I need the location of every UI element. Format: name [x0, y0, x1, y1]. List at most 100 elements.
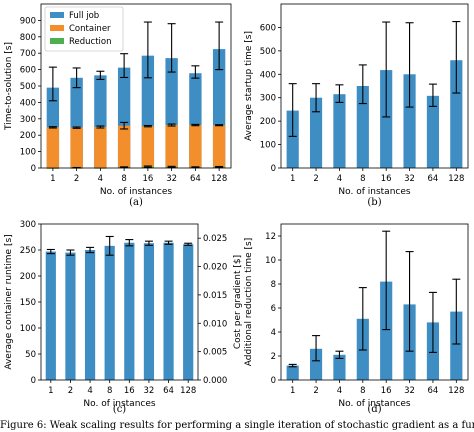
- panel-d-ytick-label: 6: [271, 304, 276, 314]
- panel-b-bar-series: [450, 60, 463, 168]
- panel-c-bar-series: [65, 252, 76, 380]
- panel-a-xtick-label: 4: [98, 174, 103, 184]
- panel-a-xtick-label: 16: [142, 174, 153, 184]
- panel-b-frame: [280, 3, 469, 169]
- panel-c-ytick-label: 200: [20, 272, 36, 282]
- panel-c-ytick-label: 100: [20, 324, 36, 334]
- panel-b-xtick-label: 16: [381, 174, 392, 184]
- panel-a-ytick-label: 300: [20, 115, 36, 125]
- panel-b-caption: (b): [367, 197, 381, 208]
- panel-c-bar-series: [124, 242, 135, 380]
- panel-c-ytick-label: 0: [31, 376, 36, 386]
- panel-a-bar-container: [165, 125, 178, 168]
- panel-c-ytick-label: 50: [25, 350, 36, 360]
- panel-c-ylabel-right: Cost per gradient [$]: [233, 255, 243, 349]
- panel-c-xtick-label: 2: [68, 386, 73, 396]
- panel-d-xtick-label: 64: [428, 386, 439, 396]
- panel-c-bar-series: [104, 245, 115, 380]
- panel-c-bar-series: [163, 242, 174, 380]
- panel-a-legend-swatch: [50, 12, 64, 18]
- panel-c-xtick-label: 64: [163, 386, 174, 396]
- panel-b-bar-series: [309, 97, 323, 168]
- panel-c-ylabel: Average container runtime [s]: [4, 234, 14, 369]
- panel-a-legend-label: Full job: [69, 11, 99, 21]
- panel-b-bar-series: [380, 70, 393, 168]
- panel-d-ytick-label: 8: [271, 280, 276, 290]
- panel-d-bar-series: [333, 354, 346, 380]
- panel-b-bar-series: [286, 110, 299, 168]
- panel-d-xlabel: No. of instances: [338, 399, 410, 409]
- panel-a-ytick-label: 600: [20, 66, 36, 76]
- panel-d-xtick-label: 8: [360, 386, 365, 396]
- panel-d-ytick-label: 0: [271, 376, 276, 386]
- panel-a-ytick-label: 900: [20, 16, 36, 26]
- panel-a-bar-container: [189, 125, 202, 168]
- panel-c-caption: (c): [113, 404, 127, 415]
- panel-a-ylabel: Time-to-solution [s]: [4, 42, 14, 131]
- panel-c-xtick-label: 32: [144, 386, 155, 396]
- panel-c-bar-series: [143, 243, 155, 380]
- panel-b-xtick-label: 64: [428, 174, 439, 184]
- figure-caption: Figure 6: Weak scaling results for perfo…: [0, 420, 474, 431]
- panel-a-bar-container: [141, 126, 155, 168]
- panel-a-xlabel: No. of instances: [100, 187, 172, 197]
- panel-a-bar-container: [70, 127, 83, 168]
- panel-b-ytick-label: 200: [260, 117, 276, 127]
- panel-d-ylabel: Additional reduction time [s]: [244, 238, 254, 366]
- panel-b-bar-series: [356, 86, 369, 168]
- panel-a-legend-box: [44, 6, 124, 52]
- panel-b-bar-series: [426, 95, 440, 168]
- panel-b-xtick-label: 128: [448, 174, 464, 184]
- panel-b-ytick-label: 600: [260, 23, 276, 33]
- panel-a-ytick-label: 0: [31, 164, 36, 174]
- panel-c-ytick-right-label: 0.025: [203, 234, 227, 244]
- panel-b-ytick-label: 400: [260, 70, 276, 80]
- panel-d-frame: [280, 223, 469, 381]
- panel-b-xtick-label: 8: [360, 174, 365, 184]
- panel-a-ytick-label: 800: [20, 33, 36, 43]
- panel-c-ytick-label: 150: [20, 298, 36, 308]
- panel-a-bar-container: [94, 127, 107, 168]
- panel-a-legend-swatch: [50, 25, 64, 31]
- panel-a-bar-container: [212, 125, 226, 168]
- panel-d-caption: (d): [367, 404, 381, 415]
- panel-c-bar-series: [45, 251, 56, 380]
- panel-c-ytick-label: 300: [20, 220, 36, 230]
- panel-c-bar-series: [84, 250, 96, 380]
- panel-c-bar-series: [183, 244, 194, 380]
- panel-b-xtick-label: 2: [313, 174, 318, 184]
- panel-a-ytick-label: 100: [20, 148, 36, 158]
- panel-b-bar-series: [333, 94, 346, 168]
- panel-b-ytick-label: 500: [260, 47, 276, 57]
- panel-a-ytick-label: 400: [20, 98, 36, 108]
- panel-b-ytick-label: 0: [271, 164, 276, 174]
- panel-a-xtick-label: 128: [211, 174, 227, 184]
- panel-b-bar-series: [403, 74, 416, 168]
- panel-c-xtick-label: 1: [48, 386, 53, 396]
- panel-b-xtick-label: 32: [404, 174, 415, 184]
- panel-a-legend-swatch: [50, 38, 64, 44]
- panel-a-ytick-label: 700: [20, 49, 36, 59]
- panel-c-ytick-right-label: 0.010: [203, 319, 227, 329]
- panel-d-ytick-label: 12: [265, 232, 276, 242]
- panel-a-ytick-label: 500: [20, 82, 36, 92]
- panel-a-xtick-label: 64: [190, 174, 201, 184]
- panel-a-legend-label: Reduction: [69, 37, 112, 47]
- panel-d-bar-series: [380, 281, 393, 380]
- panel-c-ytick-right-label: 0.005: [203, 348, 227, 358]
- panel-a-bar-container: [117, 125, 131, 168]
- panel-a-xtick-label: 1: [50, 174, 55, 184]
- panel-a-ytick-label: 200: [20, 131, 36, 141]
- panel-d-xtick-label: 32: [404, 386, 415, 396]
- panel-c-xtick-label: 16: [124, 386, 135, 396]
- panel-d-bar-series: [450, 311, 463, 380]
- panel-c-frame: [40, 223, 199, 381]
- panel-a-caption: (a): [129, 197, 143, 208]
- panel-d-xtick-label: 1: [290, 386, 295, 396]
- panel-c-xtick-label: 128: [180, 386, 196, 396]
- panel-d-bar-series: [286, 365, 299, 380]
- panel-c-ytick-right-label: 0.000: [203, 376, 227, 386]
- panel-c-ytick-right-label: 0.020: [203, 263, 227, 273]
- panel-b-ylabel: Average startup time [s]: [244, 31, 254, 141]
